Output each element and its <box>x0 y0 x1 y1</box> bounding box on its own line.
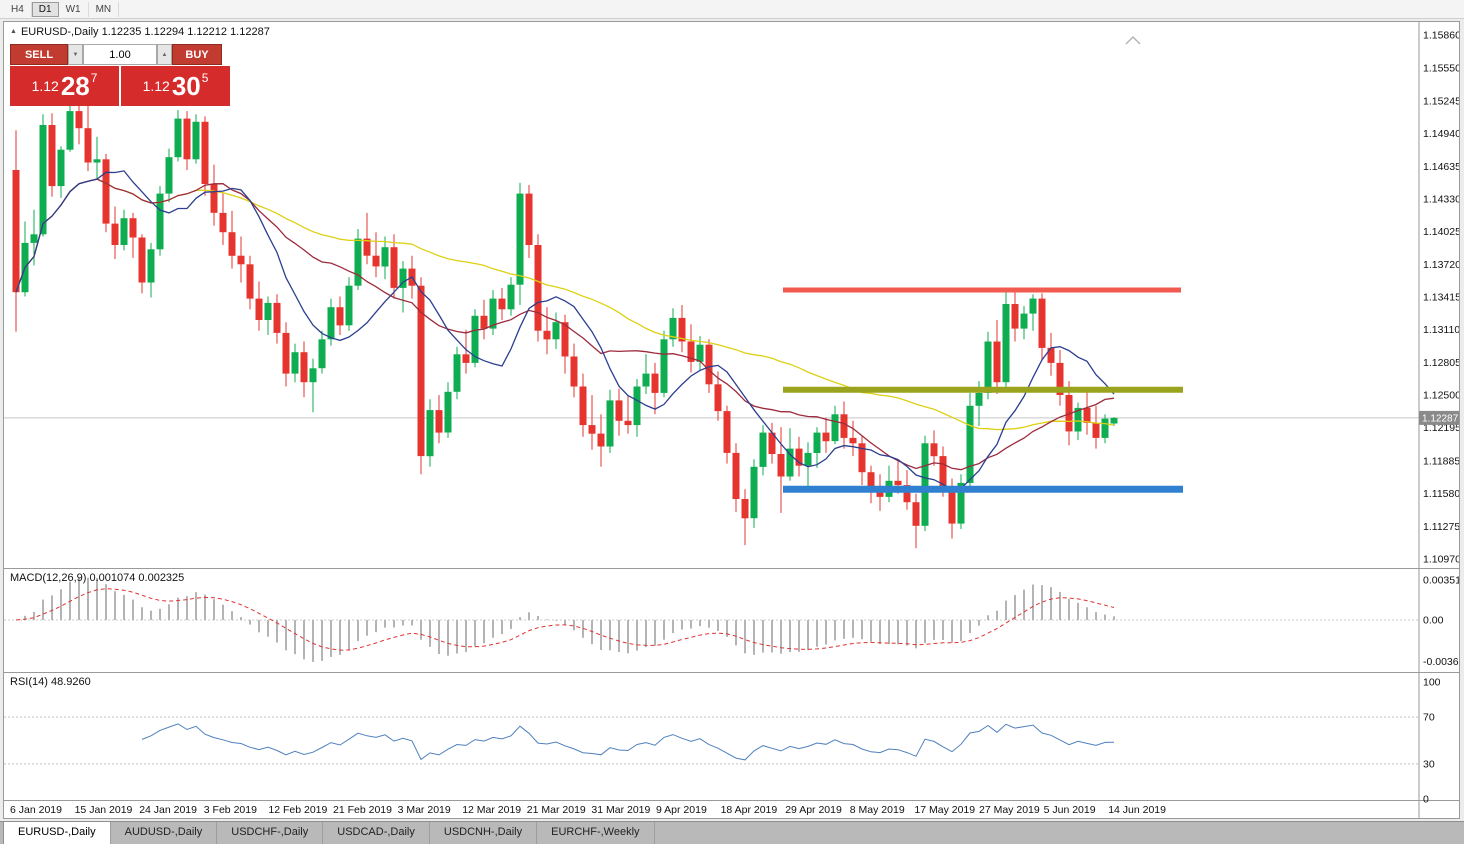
buy-price-box[interactable]: 1.12 30 5 <box>121 66 230 106</box>
date-label: 18 Apr 2019 <box>721 804 778 816</box>
price-chart-canvas[interactable]: 1.15860 1.15550 1.15245 1.14940 1.14635 1.143… <box>4 22 1459 818</box>
trade-prices-row: 1.12 28 7 1.12 30 5 <box>10 66 234 106</box>
date-label: 3 Mar 2019 <box>398 804 451 816</box>
date-label: 3 Feb 2019 <box>204 804 257 816</box>
svg-text:1.14940: 1.14940 <box>1423 128 1459 140</box>
chart-title: ▲ EURUSD-,Daily 1.12235 1.12294 1.12212 1… <box>10 26 270 38</box>
bid-price-main: 1.12 <box>31 78 59 94</box>
macd-header: MACD(12,26,9) 0.001074 0.002325 <box>10 572 185 584</box>
volume-increase-button[interactable]: ▲ <box>157 44 172 65</box>
date-label: 31 Mar 2019 <box>591 804 650 816</box>
sell-button[interactable]: SELL <box>10 44 68 65</box>
date-label: 6 Jan 2019 <box>10 804 62 816</box>
rsi-header: RSI(14) 48.9260 <box>10 676 91 688</box>
macd-histogram <box>24 577 1115 662</box>
svg-text:1.15860: 1.15860 <box>1423 30 1459 42</box>
svg-text:1.14330: 1.14330 <box>1423 194 1459 206</box>
date-label: 12 Mar 2019 <box>462 804 521 816</box>
bid-price-pips: 28 <box>60 71 90 101</box>
trend-line-objects[interactable] <box>783 287 1183 493</box>
chart-tab-3[interactable]: USDCAD-,Daily <box>323 822 430 844</box>
date-label: 27 May 2019 <box>979 804 1040 816</box>
svg-text:100: 100 <box>1423 677 1441 689</box>
date-label: 12 Feb 2019 <box>268 804 327 816</box>
macd-signal-line <box>15 588 1115 651</box>
chart-tab-2[interactable]: USDCHF-,Daily <box>217 822 324 844</box>
date-label: 29 Apr 2019 <box>785 804 842 816</box>
chart-ohlc-title: EURUSD-,Daily 1.12235 1.12294 1.12212 1.… <box>20 26 270 38</box>
bid-price-pipette: 7 <box>90 71 98 85</box>
date-label: 5 Jun 2019 <box>1044 804 1096 816</box>
moving-average-lines <box>15 170 1115 491</box>
svg-text:1.12195: 1.12195 <box>1423 422 1459 434</box>
timeframe-button-h4[interactable]: H4 <box>4 1 32 17</box>
chevron-up-icon: ▲ <box>161 51 168 58</box>
svg-text:1.13720: 1.13720 <box>1423 259 1459 271</box>
date-label: 21 Feb 2019 <box>333 804 392 816</box>
date-label: 24 Jan 2019 <box>139 804 197 816</box>
date-label: 15 Jan 2019 <box>75 804 133 816</box>
buy-button[interactable]: BUY <box>172 44 222 65</box>
svg-text:1.12500: 1.12500 <box>1423 390 1459 402</box>
one-click-trading-panel: SELL ▼ ▲ BUY 1.12 28 7 1.12 30 5 <box>10 44 234 106</box>
timeframe-button-w1[interactable]: W1 <box>59 1 89 17</box>
svg-text:1.12287: 1.12287 <box>1422 413 1459 424</box>
svg-text:1.13110: 1.13110 <box>1423 324 1459 336</box>
date-label: 8 May 2019 <box>850 804 905 816</box>
ask-price-pipette: 5 <box>201 71 209 85</box>
svg-text:-0.00367: -0.00367 <box>1423 656 1459 668</box>
svg-text:70: 70 <box>1423 712 1435 724</box>
volume-decrease-button[interactable]: ▼ <box>68 44 83 65</box>
svg-text:1.11580: 1.11580 <box>1423 488 1459 500</box>
svg-text:0: 0 <box>1423 794 1429 806</box>
collapse-panel-icon[interactable]: ▲ <box>10 28 17 35</box>
chevron-down-icon: ▼ <box>72 51 79 58</box>
svg-text:1.14635: 1.14635 <box>1423 161 1459 173</box>
chart-window[interactable]: 1.15860 1.15550 1.15245 1.14940 1.14635 1.143… <box>3 21 1460 819</box>
date-label: 14 Jun 2019 <box>1108 804 1166 816</box>
svg-text:1.15550: 1.15550 <box>1423 63 1459 75</box>
chart-tab-5[interactable]: EURCHF-,Weekly <box>537 822 655 844</box>
volume-input[interactable] <box>83 44 157 65</box>
date-label: 17 May 2019 <box>914 804 975 816</box>
current-price-tag: 1.12287 <box>1419 410 1459 425</box>
svg-text:30: 30 <box>1423 758 1435 770</box>
ask-price-pips: 30 <box>171 71 201 101</box>
svg-text:1.12805: 1.12805 <box>1423 357 1459 369</box>
sell-price-box[interactable]: 1.12 28 7 <box>10 66 119 106</box>
timeframe-toolbar: H4 D1 W1 MN <box>0 0 1464 19</box>
chart-tab-0[interactable]: EURUSD-,Daily <box>3 822 111 844</box>
svg-text:0.003518: 0.003518 <box>1423 575 1459 587</box>
scroll-end-marker-icon <box>1125 35 1141 45</box>
svg-text:1.13415: 1.13415 <box>1423 292 1459 304</box>
chart-tabs-bar: EURUSD-,Daily AUDUSD-,Daily USDCHF-,Daily U… <box>0 821 1464 844</box>
svg-text:1.10970: 1.10970 <box>1423 554 1459 566</box>
chart-tab-4[interactable]: USDCNH-,Daily <box>430 822 538 844</box>
svg-text:1.14025: 1.14025 <box>1423 226 1459 238</box>
candles <box>12 83 1118 549</box>
svg-text:0.00: 0.00 <box>1423 615 1444 627</box>
rsi-line <box>141 723 1115 761</box>
chart-tab-1[interactable]: AUDUSD-,Daily <box>111 822 218 844</box>
svg-text:1.11885: 1.11885 <box>1423 456 1459 468</box>
svg-text:1.15245: 1.15245 <box>1423 95 1459 107</box>
timeframe-button-mn[interactable]: MN <box>89 1 120 17</box>
timeframe-button-d1[interactable]: D1 <box>31 1 59 17</box>
svg-text:1.11275: 1.11275 <box>1423 521 1459 533</box>
date-label: 21 Mar 2019 <box>527 804 586 816</box>
date-label: 9 Apr 2019 <box>656 804 707 816</box>
ask-price-main: 1.12 <box>142 78 170 94</box>
trade-controls-row: SELL ▼ ▲ BUY <box>10 44 234 65</box>
